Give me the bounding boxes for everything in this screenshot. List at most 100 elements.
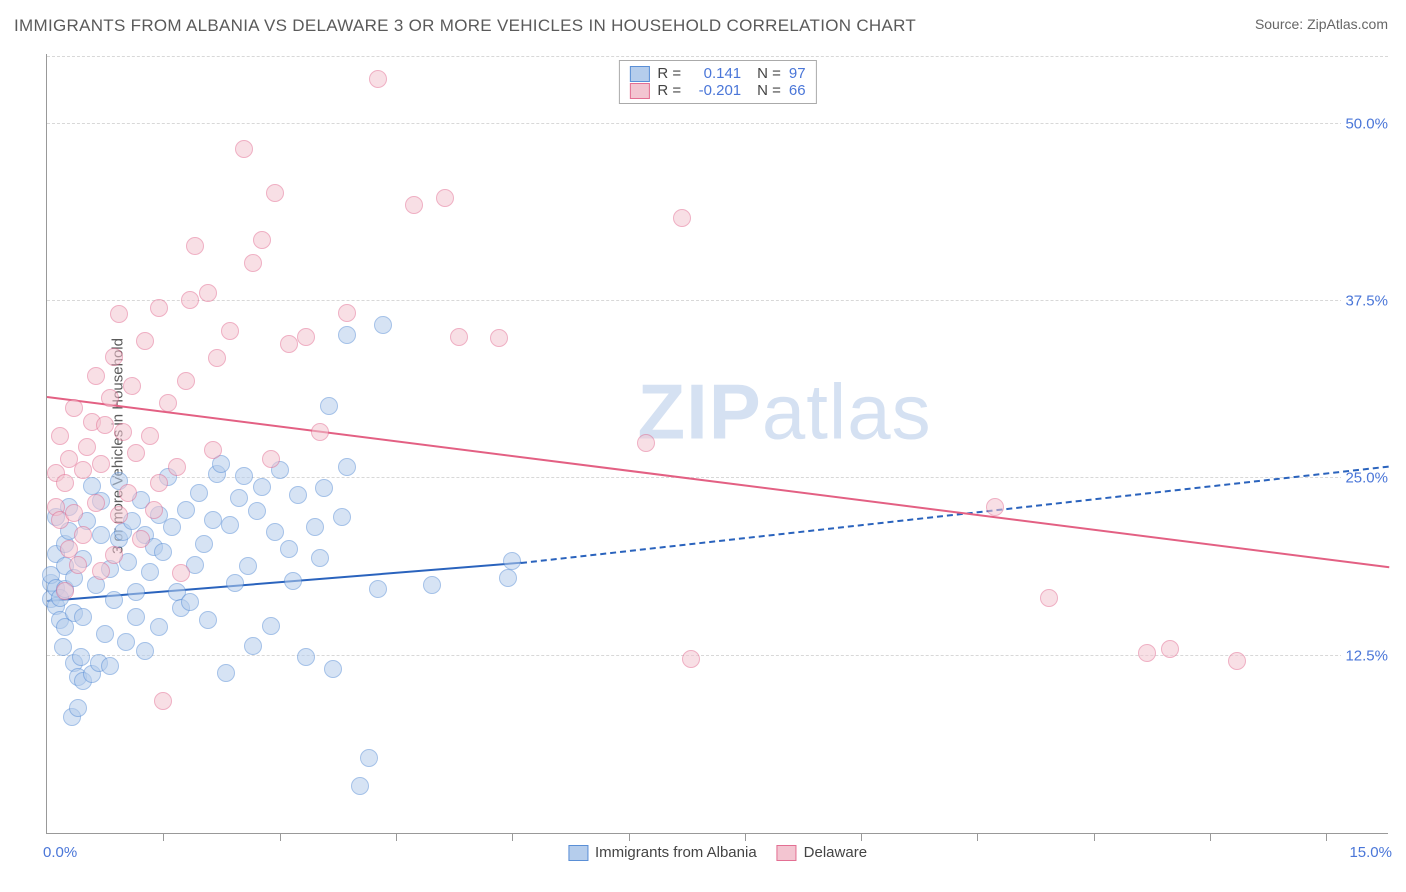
data-point: [150, 618, 168, 636]
data-point: [74, 526, 92, 544]
data-point: [405, 196, 423, 214]
data-point: [221, 516, 239, 534]
gridline-h: [47, 123, 1388, 124]
x-axis-max: 15.0%: [1349, 844, 1392, 861]
y-tick-label: 37.5%: [1341, 293, 1392, 310]
data-point: [490, 329, 508, 347]
data-point: [311, 549, 329, 567]
data-point: [338, 458, 356, 476]
data-point: [244, 637, 262, 655]
x-tick: [163, 833, 164, 841]
data-point: [986, 498, 1004, 516]
data-point: [637, 434, 655, 452]
data-point: [338, 326, 356, 344]
data-point: [280, 540, 298, 558]
data-point: [235, 140, 253, 158]
data-point: [110, 305, 128, 323]
data-point: [673, 209, 691, 227]
data-point: [280, 335, 298, 353]
data-point: [181, 291, 199, 309]
data-point: [436, 189, 454, 207]
r-value-1: -0.201: [689, 82, 741, 99]
data-point: [96, 625, 114, 643]
data-point: [338, 304, 356, 322]
data-point: [78, 438, 96, 456]
data-point: [682, 650, 700, 668]
x-tick: [396, 833, 397, 841]
data-point: [101, 389, 119, 407]
data-point: [74, 608, 92, 626]
data-point: [423, 576, 441, 594]
data-point: [141, 427, 159, 445]
data-point: [195, 535, 213, 553]
data-point: [105, 348, 123, 366]
data-point: [181, 593, 199, 611]
legend-label-1: Delaware: [804, 844, 867, 861]
data-point: [297, 648, 315, 666]
data-point: [333, 508, 351, 526]
gridline-h: [47, 300, 1388, 301]
x-tick: [280, 833, 281, 841]
data-point: [450, 328, 468, 346]
data-point: [105, 591, 123, 609]
gridline-h: [47, 655, 1388, 656]
data-point: [168, 458, 186, 476]
data-point: [351, 777, 369, 795]
x-axis-min: 0.0%: [43, 844, 77, 861]
x-tick: [745, 833, 746, 841]
data-point: [1040, 589, 1058, 607]
data-point: [127, 444, 145, 462]
data-point: [65, 399, 83, 417]
data-point: [150, 299, 168, 317]
data-point: [253, 478, 271, 496]
data-point: [230, 489, 248, 507]
legend-label-0: Immigrants from Albania: [595, 844, 757, 861]
data-point: [136, 642, 154, 660]
source-attribution: Source: ZipAtlas.com: [1255, 16, 1388, 32]
x-tick: [861, 833, 862, 841]
y-tick-label: 25.0%: [1341, 470, 1392, 487]
data-point: [226, 574, 244, 592]
data-point: [96, 416, 114, 434]
data-point: [105, 546, 123, 564]
legend-stats: R = 0.141 N = 97 R = -0.201 N = 66: [618, 60, 816, 104]
data-point: [154, 543, 172, 561]
data-point: [369, 580, 387, 598]
n-prefix: N =: [757, 65, 781, 82]
data-point: [499, 569, 517, 587]
data-point: [92, 526, 110, 544]
legend-swatch-1: [629, 83, 649, 99]
data-point: [199, 611, 217, 629]
data-point: [284, 572, 302, 590]
data-point: [177, 501, 195, 519]
data-point: [72, 648, 90, 666]
y-tick-label: 12.5%: [1341, 647, 1392, 664]
source-label: Source:: [1255, 16, 1307, 32]
data-point: [262, 617, 280, 635]
data-point: [56, 474, 74, 492]
x-tick: [977, 833, 978, 841]
data-point: [262, 450, 280, 468]
y-tick-label: 50.0%: [1341, 115, 1392, 132]
data-point: [127, 583, 145, 601]
data-point: [154, 692, 172, 710]
data-point: [1228, 652, 1246, 670]
data-point: [235, 467, 253, 485]
data-point: [56, 582, 74, 600]
data-point: [199, 284, 217, 302]
data-point: [204, 441, 222, 459]
data-point: [315, 479, 333, 497]
data-point: [65, 504, 83, 522]
data-point: [248, 502, 266, 520]
data-point: [114, 423, 132, 441]
data-point: [208, 349, 226, 367]
x-tick: [1094, 833, 1095, 841]
data-point: [74, 461, 92, 479]
data-point: [244, 254, 262, 272]
data-point: [145, 501, 163, 519]
data-point: [1161, 640, 1179, 658]
n-value-1: 66: [789, 82, 806, 99]
legend-series: Immigrants from Albania Delaware: [568, 844, 867, 861]
plot-area: ZIPatlas R = 0.141 N = 97 R = -0.201 N =…: [46, 54, 1388, 834]
data-point: [123, 377, 141, 395]
